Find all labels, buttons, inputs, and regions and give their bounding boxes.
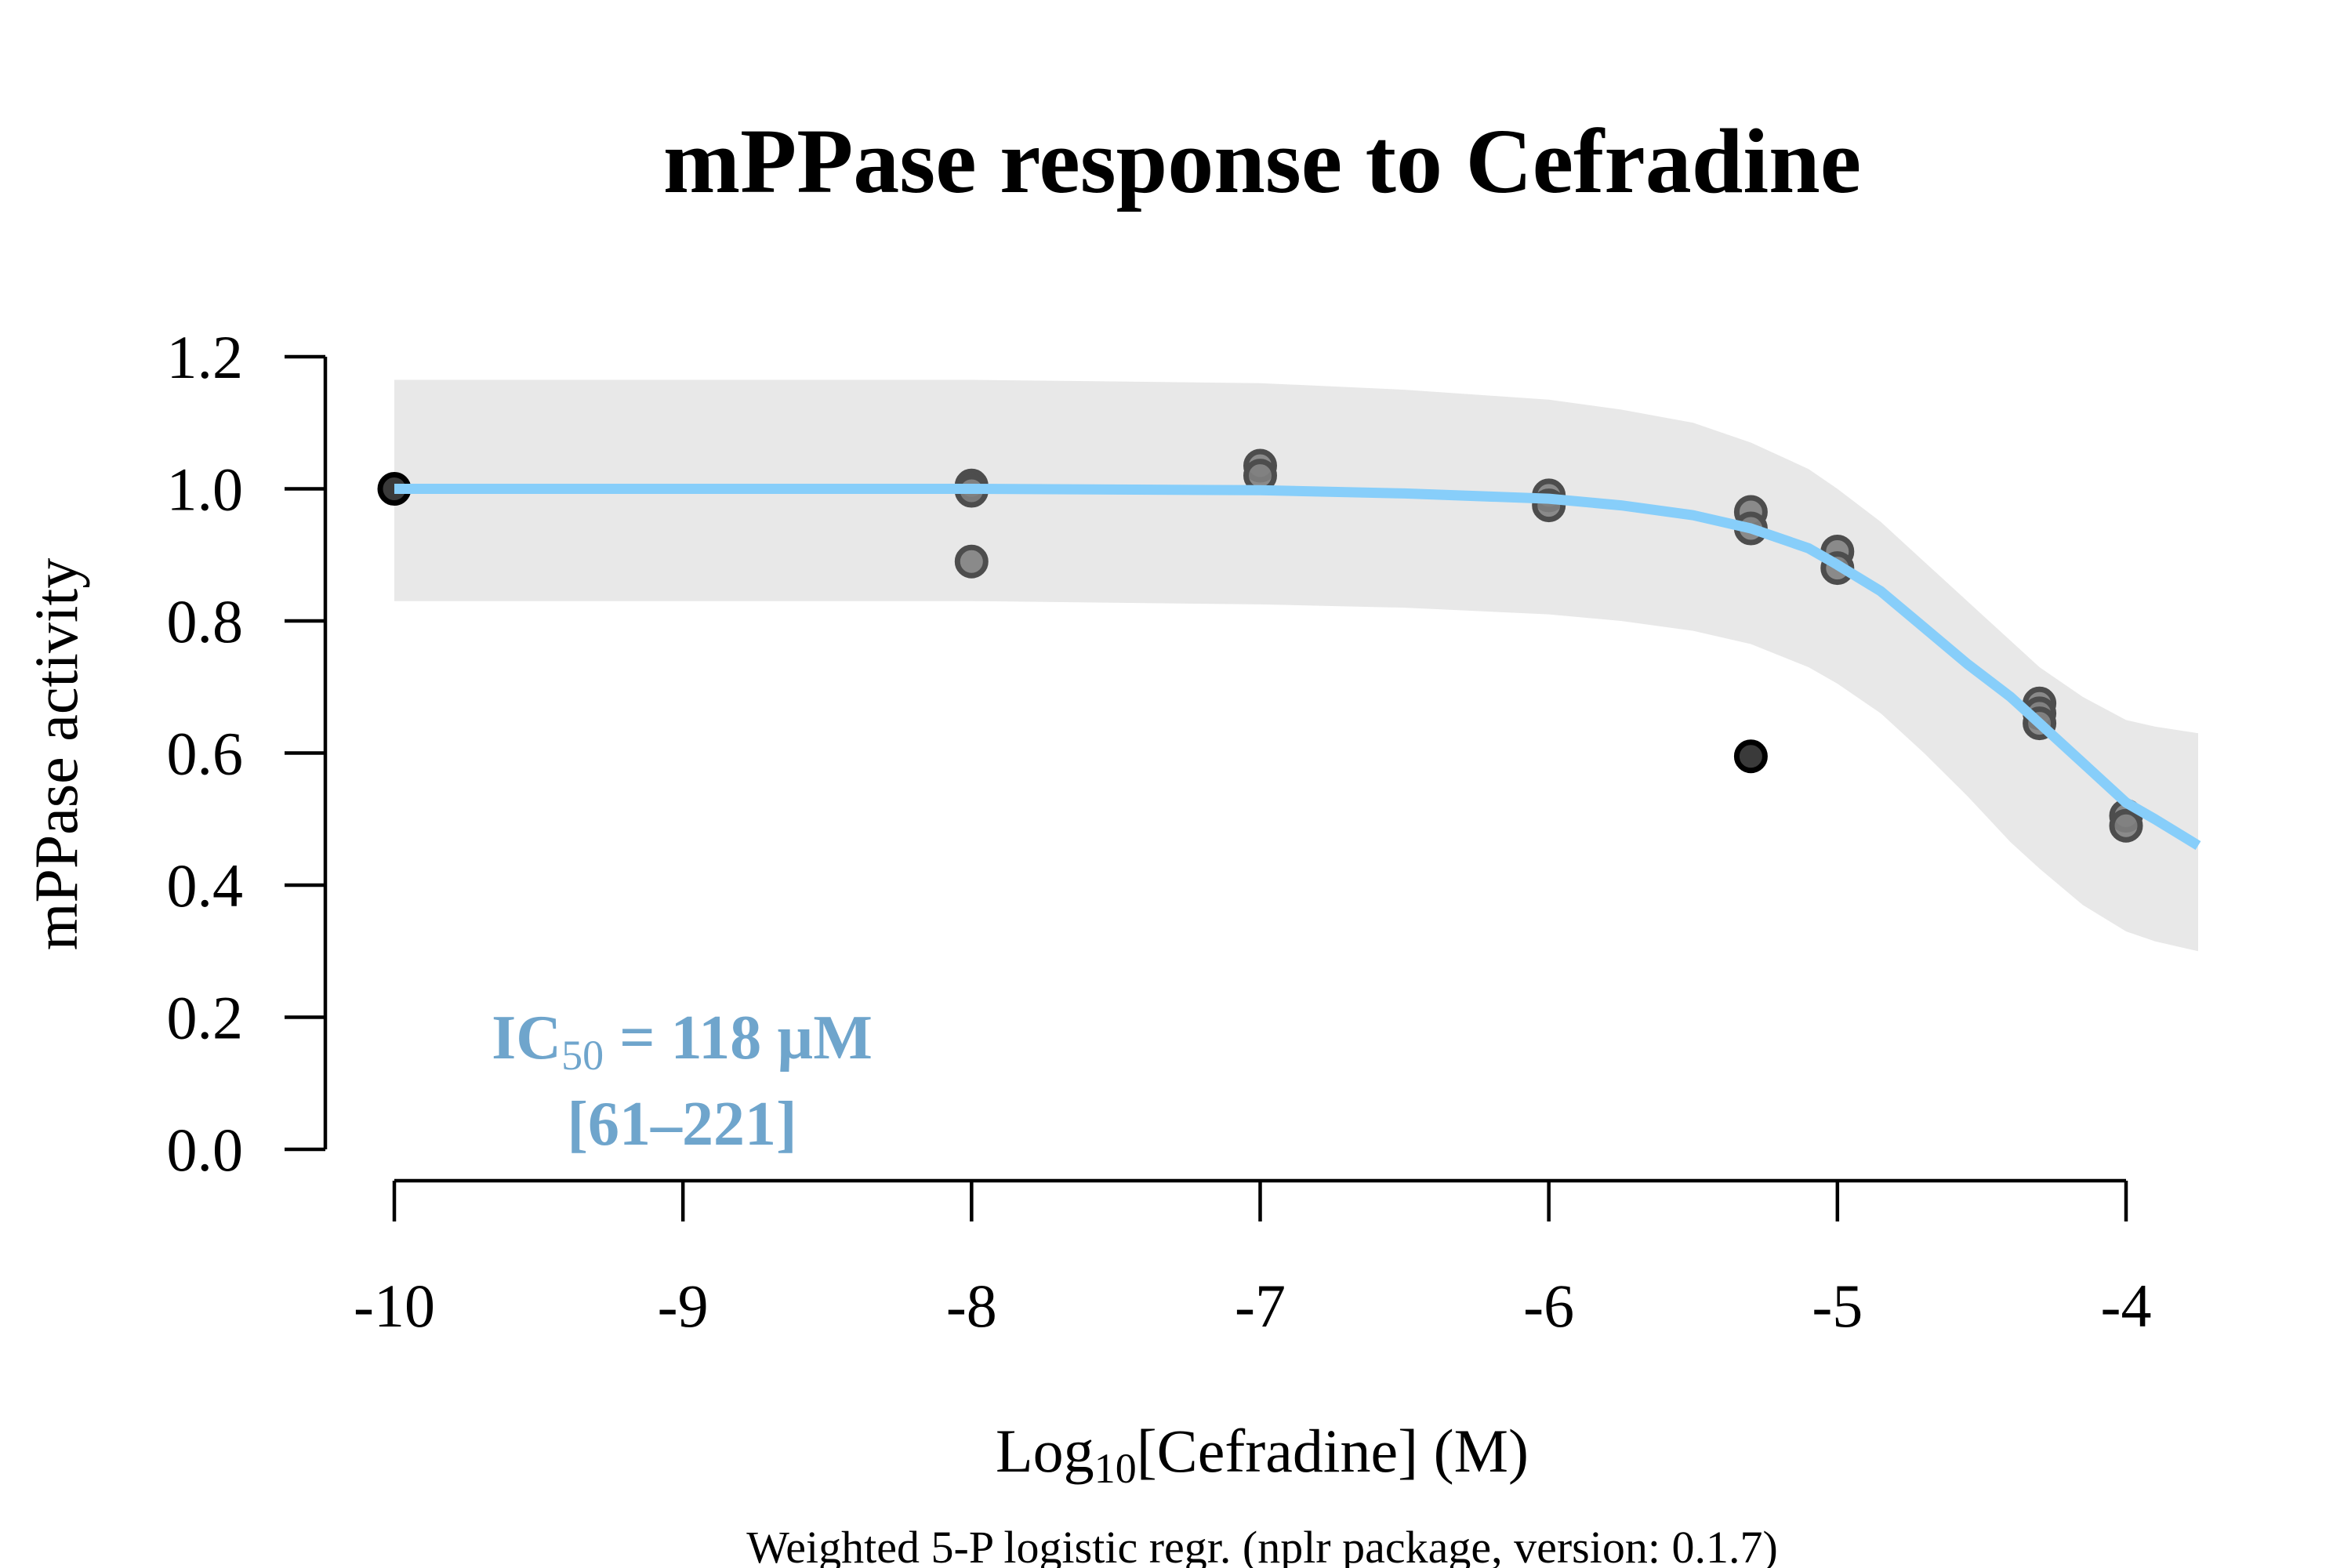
chart-title: mPPase response to Cefradine xyxy=(663,110,1861,212)
y-tick-label: 0.2 xyxy=(167,984,244,1052)
data-point xyxy=(954,544,989,579)
ic50-subscript: 50 xyxy=(561,1032,604,1079)
y-tick-label: 0.8 xyxy=(167,587,244,655)
y-tick-label: 1.0 xyxy=(167,456,244,524)
fit-curve-layer xyxy=(394,484,2201,851)
x-tick-label: -5 xyxy=(1812,1272,1863,1340)
axes-layer: 0.0 0.2 0.4 0.6 0.8 1.0 1.2 -10 -9 -8 -7 -6 -5 -4 xyxy=(167,323,2152,1340)
ic50-confidence-interval: [61–221] xyxy=(567,1090,796,1159)
data-point xyxy=(2109,808,2143,843)
footnote: Weighted 5-P logistic regr. (nplr packag… xyxy=(746,1522,1778,1568)
x-tick-label: -9 xyxy=(658,1272,709,1340)
x-axis-label-suffix: [Cefradine] (M) xyxy=(1137,1417,1529,1485)
ic50-annotation: IC50 = 118 µM [61–221] xyxy=(492,1004,873,1159)
y-tick-label: 0.4 xyxy=(167,851,244,920)
x-tick-label: -7 xyxy=(1235,1272,1286,1340)
x-tick-label: -10 xyxy=(354,1272,435,1340)
x-axis-label-prefix: Log xyxy=(996,1417,1094,1485)
y-axis-label: mPPase activity xyxy=(22,558,90,950)
ic50-value: IC50 = 118 µM xyxy=(492,1004,873,1079)
x-axis-label-subscript: 10 xyxy=(1094,1445,1137,1492)
x-tick-label: -6 xyxy=(1523,1272,1574,1340)
y-tick-label: 0.0 xyxy=(167,1116,244,1184)
ic50-amount: = 118 µM xyxy=(604,1004,873,1073)
fit-curve xyxy=(394,484,2201,851)
x-tick-label: -8 xyxy=(946,1272,997,1340)
x-axis-label: Log10[Cefradine] (M) xyxy=(996,1417,1529,1492)
ic50-label: IC xyxy=(492,1004,561,1073)
data-point-outlier xyxy=(1733,739,1768,774)
x-tick-label: -4 xyxy=(2101,1272,2152,1340)
y-tick-label: 1.2 xyxy=(167,323,244,391)
y-tick-label: 0.6 xyxy=(167,720,244,788)
